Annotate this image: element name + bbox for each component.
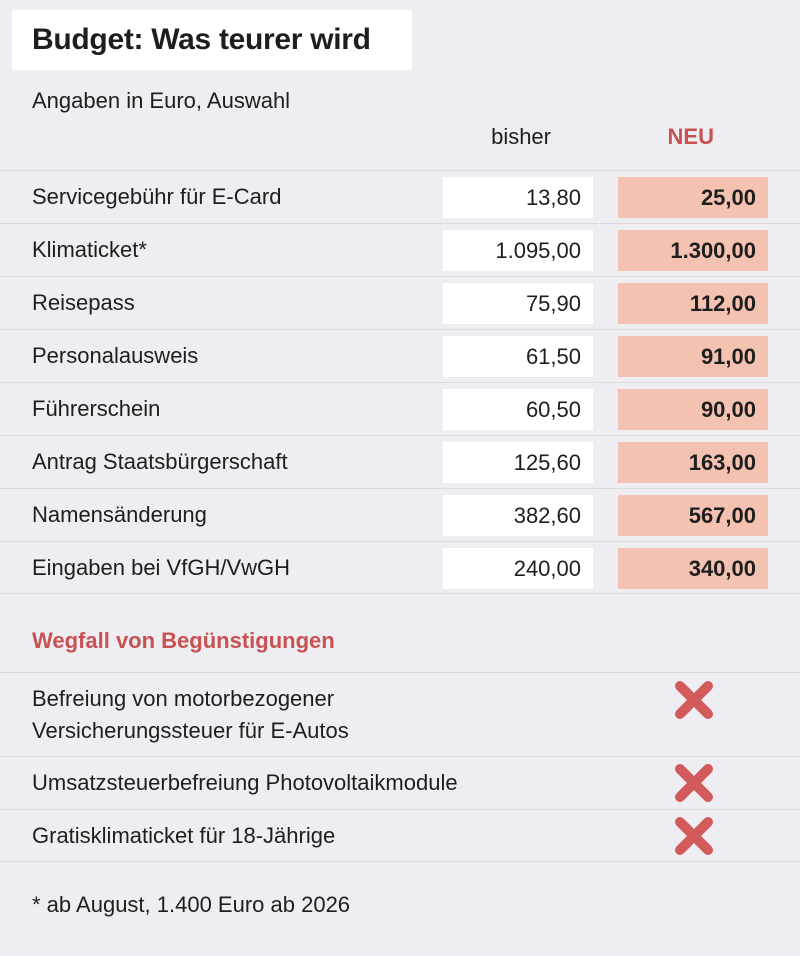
- chart-subtitle: Angaben in Euro, Auswahl: [32, 88, 291, 113]
- list-item: Umsatzsteuerbefreiung Photovoltaikmodule: [0, 756, 800, 809]
- list-item-label: Umsatzsteuerbefreiung Photovoltaikmodule: [32, 767, 458, 799]
- value-bisher: 61,50: [443, 336, 593, 377]
- list-item: Gratisklimaticket für 18-Jährige: [0, 809, 800, 862]
- row-label: Antrag Staatsbürgerschaft: [32, 449, 288, 474]
- removed-benefits-list: Befreiung von motorbezogener Versicherung…: [0, 672, 800, 862]
- row-label: Eingaben bei VfGH/VwGH: [32, 555, 291, 580]
- value-bisher: 75,90: [443, 283, 593, 324]
- row-label: Führerschein: [32, 396, 161, 421]
- value-bisher: 125,60: [443, 442, 593, 483]
- table-row: Klimaticket* 1.095,00 1.300,00: [0, 223, 800, 276]
- value-neu: 90,00: [618, 389, 768, 430]
- value-neu: 25,00: [618, 177, 768, 218]
- chart-title: Budget: Was teurer wird: [32, 23, 371, 56]
- row-label: Personalausweis: [32, 343, 199, 368]
- column-header-neu: NEU: [667, 124, 714, 149]
- title-box: Budget: Was teurer wird: [12, 10, 412, 70]
- column-header-bisher: bisher: [491, 124, 551, 149]
- value-bisher: 13,80: [443, 177, 593, 218]
- value-bisher: 1.095,00: [443, 230, 593, 271]
- table-row: Personalausweis 61,50 91,00: [0, 329, 800, 382]
- list-item-line: Umsatzsteuerbefreiung Photovoltaikmodule: [32, 770, 458, 795]
- table-row: Führerschein 60,50 90,00: [0, 382, 800, 435]
- table-row: Reisepass 75,90 112,00: [0, 276, 800, 329]
- list-item-label: Befreiung von motorbezogener Versicherung…: [32, 683, 349, 747]
- value-bisher: 382,60: [443, 495, 593, 536]
- list-item-line: Gratisklimaticket für 18-Jährige: [32, 823, 336, 848]
- value-neu: 340,00: [618, 548, 768, 589]
- row-label: Namensänderung: [32, 502, 207, 527]
- row-label: Klimaticket*: [32, 237, 147, 262]
- row-label: Servicegebühr für E-Card: [32, 184, 282, 209]
- table-row: Servicegebühr für E-Card 13,80 25,00: [0, 170, 800, 223]
- cross-icon: [672, 761, 716, 805]
- value-neu: 1.300,00: [618, 230, 768, 271]
- row-label: Reisepass: [32, 290, 135, 315]
- list-item: Befreiung von motorbezogener Versicherung…: [0, 672, 800, 756]
- value-neu: 567,00: [618, 495, 768, 536]
- cross-icon: [672, 814, 716, 858]
- value-neu: 163,00: [618, 442, 768, 483]
- table-row: Eingaben bei VfGH/VwGH 240,00 340,00: [0, 541, 800, 594]
- list-item-line: Versicherungssteuer für E-Autos: [32, 718, 349, 743]
- value-bisher: 60,50: [443, 389, 593, 430]
- value-bisher: 240,00: [443, 548, 593, 589]
- value-neu: 112,00: [618, 283, 768, 324]
- value-neu: 91,00: [618, 336, 768, 377]
- table-row: Namensänderung 382,60 567,00: [0, 488, 800, 541]
- fee-table: Servicegebühr für E-Card 13,80 25,00 Klimat…: [0, 170, 800, 594]
- list-item-line: Befreiung von motorbezogener: [32, 686, 335, 711]
- footnote: * ab August, 1.400 Euro ab 2026: [32, 892, 351, 917]
- table-row: Antrag Staatsbürgerschaft 125,60 163,00: [0, 435, 800, 488]
- section-title: Wegfall von Begünstigungen: [32, 628, 335, 653]
- list-item-label: Gratisklimaticket für 18-Jährige: [32, 820, 335, 852]
- cross-icon: [672, 678, 716, 722]
